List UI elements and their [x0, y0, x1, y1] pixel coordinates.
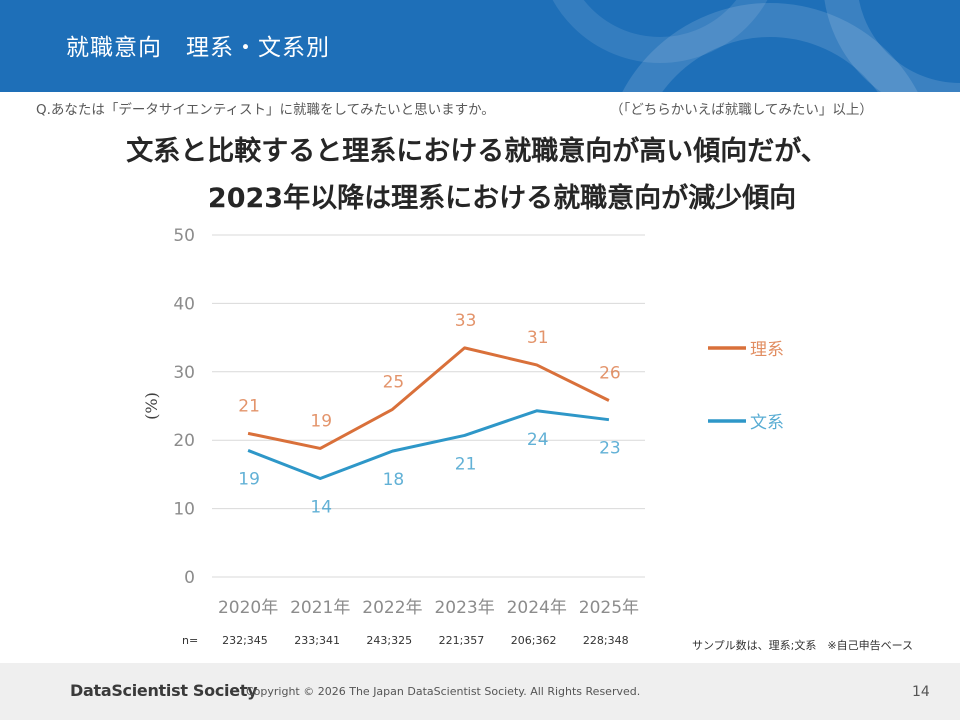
x-tick-label: 2021年: [290, 598, 350, 618]
header-decoration: [552, 0, 960, 92]
sample-size-note: サンプル数は、理系;文系 ※自己申告ベース: [692, 639, 914, 652]
slide-title: 就職意向 理系・文系別: [66, 35, 330, 61]
question-note: （「どちらかいえば就職してみたい」以上）: [610, 102, 873, 118]
sample-size-value: 206;362: [510, 634, 557, 647]
headline-line-1: 文系と比較すると理系における就職意向が高い傾向だが、: [126, 136, 828, 167]
data-label: 21: [238, 396, 260, 416]
page-number: 14: [912, 684, 930, 700]
data-label: 14: [310, 498, 332, 518]
x-tick-label: 2023年: [434, 598, 494, 618]
data-label: 24: [527, 430, 549, 450]
sample-size-value: 233;341: [294, 634, 340, 647]
data-label: 18: [383, 470, 405, 490]
x-tick-label: 2024年: [507, 598, 567, 618]
x-tick-label: 2022年: [362, 598, 422, 618]
data-label: 31: [527, 328, 549, 348]
series-line-bunkei: [247, 409, 610, 481]
sample-size-value: 243;325: [366, 634, 413, 647]
data-label: 19: [310, 411, 332, 431]
data-label: 33: [455, 311, 477, 331]
legend-label: 理系: [750, 340, 784, 360]
series-line-rikei: [247, 346, 610, 450]
headline-line-2: 2023年以降は理系における就職意向が減少傾向: [207, 183, 797, 214]
y-tick-label: 50: [173, 226, 195, 246]
data-label: 25: [383, 372, 405, 392]
y-axis-label: (%): [142, 392, 161, 420]
slide-footer: [0, 663, 960, 720]
slide-header: 就職意向 理系・文系別: [0, 0, 960, 92]
copyright-text: Copyright © 2026 The Japan DataScientist…: [246, 685, 641, 698]
x-tick-label: 2020年: [218, 598, 278, 618]
y-tick-label: 30: [173, 363, 195, 383]
data-label: 19: [238, 469, 260, 489]
line-chart: 0 10 20 30 40 50 (%) 2020年 2021年 2022年 2023年 2024年 2…: [142, 226, 784, 618]
sample-size-value: 232;345: [222, 634, 268, 647]
data-label: 26: [599, 364, 621, 384]
y-tick-label: 40: [173, 294, 195, 314]
sample-size-value: 221;357: [438, 634, 485, 647]
n-label: n=: [182, 634, 199, 647]
data-label: 23: [599, 439, 621, 459]
survey-question: Q.あなたは「データサイエンティスト」に就職をしてみたいと思いますか。: [36, 102, 495, 118]
sample-size-value: 228;348: [582, 634, 629, 647]
y-tick-label: 20: [173, 431, 195, 451]
data-label: 21: [455, 454, 477, 474]
y-tick-label: 10: [173, 500, 195, 520]
brand-logo: DataScientist Society: [70, 681, 258, 700]
y-tick-label: 0: [184, 568, 195, 588]
x-tick-label: 2025年: [579, 598, 639, 618]
legend-label: 文系: [750, 413, 784, 433]
